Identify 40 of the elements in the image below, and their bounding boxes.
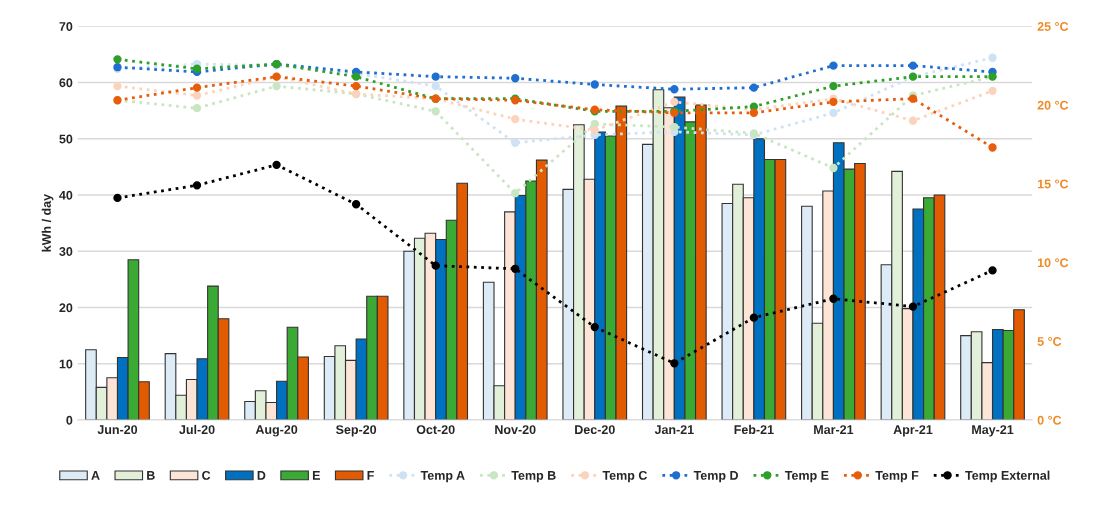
y2-tick-label: 15 °C: [1037, 179, 1069, 189]
x-tick-label: Jan-21: [654, 425, 694, 435]
x-tick-label: May-21: [972, 425, 1014, 437]
legend-label: B: [147, 471, 155, 480]
legend-label: C: [202, 470, 211, 480]
y-tick-label: 30: [59, 247, 73, 256]
y-tick-label: 10: [59, 359, 73, 369]
y-tick-label: 60: [59, 78, 73, 88]
y-tick-label: 50: [59, 134, 73, 144]
x-tick-label: Nov-20: [495, 425, 536, 435]
legend-label: E: [312, 471, 320, 480]
legend-label: Temp C: [602, 470, 648, 483]
x-tick-label: Dec-20: [575, 425, 615, 435]
x-tick-label: Apr-21: [893, 425, 933, 437]
x-tick-label: Feb-21: [734, 424, 774, 435]
legend-label: Temp F: [875, 471, 919, 483]
y-tick-label: 70: [59, 22, 73, 31]
y2-tick-label: 5 °C: [1037, 337, 1062, 346]
legend-label: D: [257, 471, 266, 480]
legend-label: Temp A: [420, 471, 465, 483]
y2-tick-label: 0 °C: [1037, 415, 1062, 425]
legend-label: Temp External: [965, 470, 1050, 483]
x-tick-label: Aug-20: [255, 425, 298, 437]
y2-tick-label: 10 °C: [1037, 258, 1069, 268]
y2-tick-label: 25 °C: [1037, 22, 1069, 31]
x-tick-label: Sep-20: [335, 425, 377, 437]
legend-label: Temp D: [693, 471, 739, 483]
legend-label: Temp E: [784, 471, 829, 483]
x-tick-label: Oct-20: [416, 425, 455, 435]
x-tick-label: Jul-20: [179, 424, 215, 435]
y-tick-label: 20: [59, 303, 73, 313]
y2-tick-label: 20 °C: [1037, 100, 1069, 110]
y-tick-label: 40: [59, 190, 73, 200]
legend-label: A: [91, 471, 100, 480]
x-tick-label: Jun-20: [97, 425, 138, 435]
legend-label: F: [367, 471, 374, 480]
x-tick-label: Mar-21: [814, 425, 854, 435]
y-axis-title: kWh / day: [41, 194, 54, 252]
y-tick-label: 0: [66, 415, 73, 425]
legend-label: Temp B: [511, 471, 556, 483]
